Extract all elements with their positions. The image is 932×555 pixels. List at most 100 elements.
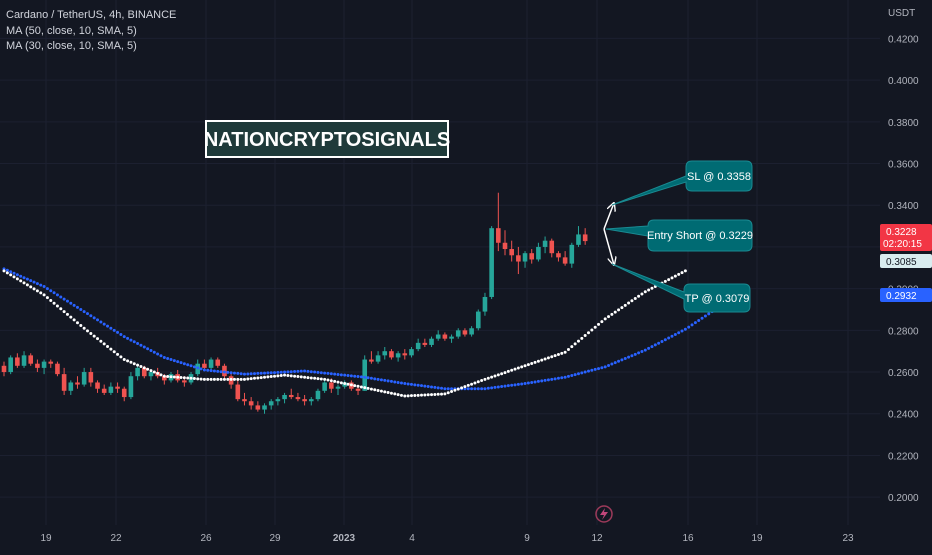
time-tick-label: 29 (269, 533, 281, 544)
ma-point (366, 376, 370, 380)
ma-point (239, 377, 243, 381)
ma-point (176, 360, 180, 364)
candle-body (95, 382, 100, 389)
ma-point (283, 370, 287, 374)
ma-point (620, 306, 624, 310)
ma-point (276, 370, 280, 374)
ma-point (520, 365, 524, 369)
ma-point (39, 283, 43, 287)
ma-point (440, 386, 444, 390)
ma-point (192, 377, 196, 381)
ma-point (613, 310, 617, 314)
ma-point (403, 382, 407, 386)
ma-point (376, 377, 380, 381)
candle-body (502, 242, 508, 250)
ma-point (480, 387, 484, 391)
ma-point (286, 370, 290, 374)
ma-point (303, 369, 307, 373)
ma-point (102, 342, 106, 346)
ma-point (463, 387, 467, 391)
ma-point (182, 362, 186, 366)
ma-point (146, 347, 150, 351)
candle-body (101, 388, 107, 393)
ma50-legend[interactable]: MA (50, close, 10, SMA, 5) (6, 25, 137, 37)
entry-callout[interactable]: Entry Short @ 0.3229 (605, 219, 753, 252)
candle-body (462, 330, 468, 335)
ma-point (583, 334, 587, 338)
candle-body (415, 342, 421, 350)
ma-point (62, 297, 66, 301)
ma-point (12, 271, 16, 275)
candle-body (28, 355, 34, 364)
time-axis[interactable]: 19 22 26 29 2023 4 9 12 16 19 23 (40, 533, 854, 544)
ma-point (55, 304, 59, 308)
candle-body (255, 405, 261, 410)
ma-point (246, 372, 250, 376)
ma-point (640, 292, 644, 296)
ma-point (633, 352, 637, 356)
candle-body (355, 388, 361, 391)
lightning-icon[interactable] (595, 505, 613, 523)
ma-point (239, 372, 243, 376)
candle-body (409, 349, 414, 356)
ma-point (119, 333, 123, 337)
ma-point (403, 394, 407, 398)
ma-point (152, 350, 156, 354)
ma-point (339, 373, 343, 377)
ma-point (453, 388, 457, 392)
ma-point (289, 374, 293, 378)
ma-point (316, 377, 320, 381)
candle-body (115, 386, 120, 389)
candle-body (329, 382, 334, 389)
ma30-legend[interactable]: MA (30, close, 10, SMA, 5) (6, 40, 137, 52)
ma-point (19, 274, 23, 278)
ma-point (319, 371, 323, 375)
ma-point (263, 375, 267, 379)
ma-point (673, 333, 677, 337)
ma-point (279, 374, 283, 378)
ma-point (610, 362, 614, 366)
candle-body (529, 253, 535, 260)
ma-point (536, 359, 540, 363)
ma-point (533, 360, 537, 364)
ma-point (633, 297, 637, 301)
ma-point (289, 370, 293, 374)
ma-point (323, 377, 327, 381)
ma-point (637, 351, 641, 355)
ma-point (627, 301, 631, 305)
candle-body (148, 372, 154, 377)
candle-body (395, 353, 401, 358)
candle-body (315, 390, 321, 400)
ma-point (15, 273, 19, 277)
ma-point (486, 386, 490, 390)
ma-point (550, 355, 554, 359)
ma-point (450, 390, 454, 394)
ma-point (186, 376, 190, 380)
ma-point (232, 377, 236, 381)
ma-point (333, 372, 337, 376)
ma-point (276, 374, 280, 378)
ma-point (222, 377, 226, 381)
ma30-value: 0.2932 (886, 291, 917, 302)
candle-body (375, 355, 381, 362)
ma-point (209, 377, 213, 381)
entry-label: Entry Short @ 0.3229 (647, 230, 753, 242)
candle-body (402, 353, 408, 356)
price-tick-label: 0.4200 (888, 34, 919, 45)
tp-callout[interactable]: TP @ 0.3079 (611, 263, 751, 313)
ma-point (600, 366, 604, 370)
ma-point (169, 375, 173, 379)
candle-body (182, 380, 187, 383)
price-tick-label: 0.2200 (888, 451, 919, 462)
sl-callout[interactable]: SL @ 0.3358 (611, 160, 753, 206)
candle-body (135, 367, 140, 377)
ma-point (129, 338, 133, 342)
ma-point (443, 387, 447, 391)
symbol-title[interactable]: Cardano / TetherUS, 4h, BINANCE (6, 9, 176, 21)
ma-point (409, 382, 413, 386)
ma-point (273, 371, 277, 375)
ma-point (446, 391, 450, 395)
ma-point (306, 369, 310, 373)
